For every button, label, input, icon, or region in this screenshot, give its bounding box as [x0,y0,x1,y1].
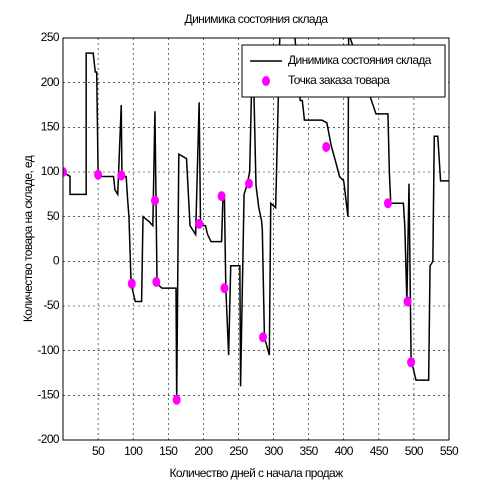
x-tick-label: 350 [300,444,319,458]
chart-title: Динимика состояния склада [185,12,329,26]
order-point [217,191,226,202]
y-tick-label: 250 [41,30,60,44]
order-point [383,198,392,209]
order-point [150,195,159,206]
y-tick-label: 100 [41,164,60,178]
order-point [94,169,103,180]
y-tick-label: 150 [41,120,60,134]
y-axis-label: Количество товара на складе, ед [21,155,35,322]
y-tick-label: -150 [37,388,60,402]
x-tick-label: 300 [264,444,283,458]
legend-swatch [262,76,270,86]
order-point [127,278,136,289]
order-point [152,276,161,287]
x-tick-label: 400 [335,444,354,458]
x-tick-label: 100 [124,444,143,458]
order-point [322,141,331,152]
y-tick-label: -200 [37,432,60,446]
order-point [195,218,204,229]
x-tick-label: 150 [159,444,178,458]
legend-label: Точка заказа товара [288,73,390,87]
order-point [403,296,412,307]
y-tick-label: 0 [53,254,60,268]
axes-frame [62,37,450,441]
order-point [117,170,126,181]
x-tick-label: 450 [370,444,389,458]
order-point [172,394,181,405]
y-tick-label: 50 [47,209,60,223]
legend-box [241,44,446,98]
y-tick-label: -50 [43,298,59,312]
plot-area [63,38,449,440]
y-tick-label: -100 [37,343,60,357]
order-point [63,167,67,177]
order-point [220,283,229,294]
x-tick-label: 500 [405,444,424,458]
x-axis-label: Количество дней с начала продаж [169,466,343,480]
order-point [244,178,253,189]
legend-label: Динимика состояния склада [288,53,432,67]
x-tick-label: 550 [440,444,459,458]
x-tick-label: 200 [194,444,213,458]
x-tick-label: 250 [229,444,248,458]
order-point [259,332,268,343]
x-tick-label: 50 [92,444,105,458]
y-tick-label: 200 [41,75,60,89]
order-point [407,357,416,368]
